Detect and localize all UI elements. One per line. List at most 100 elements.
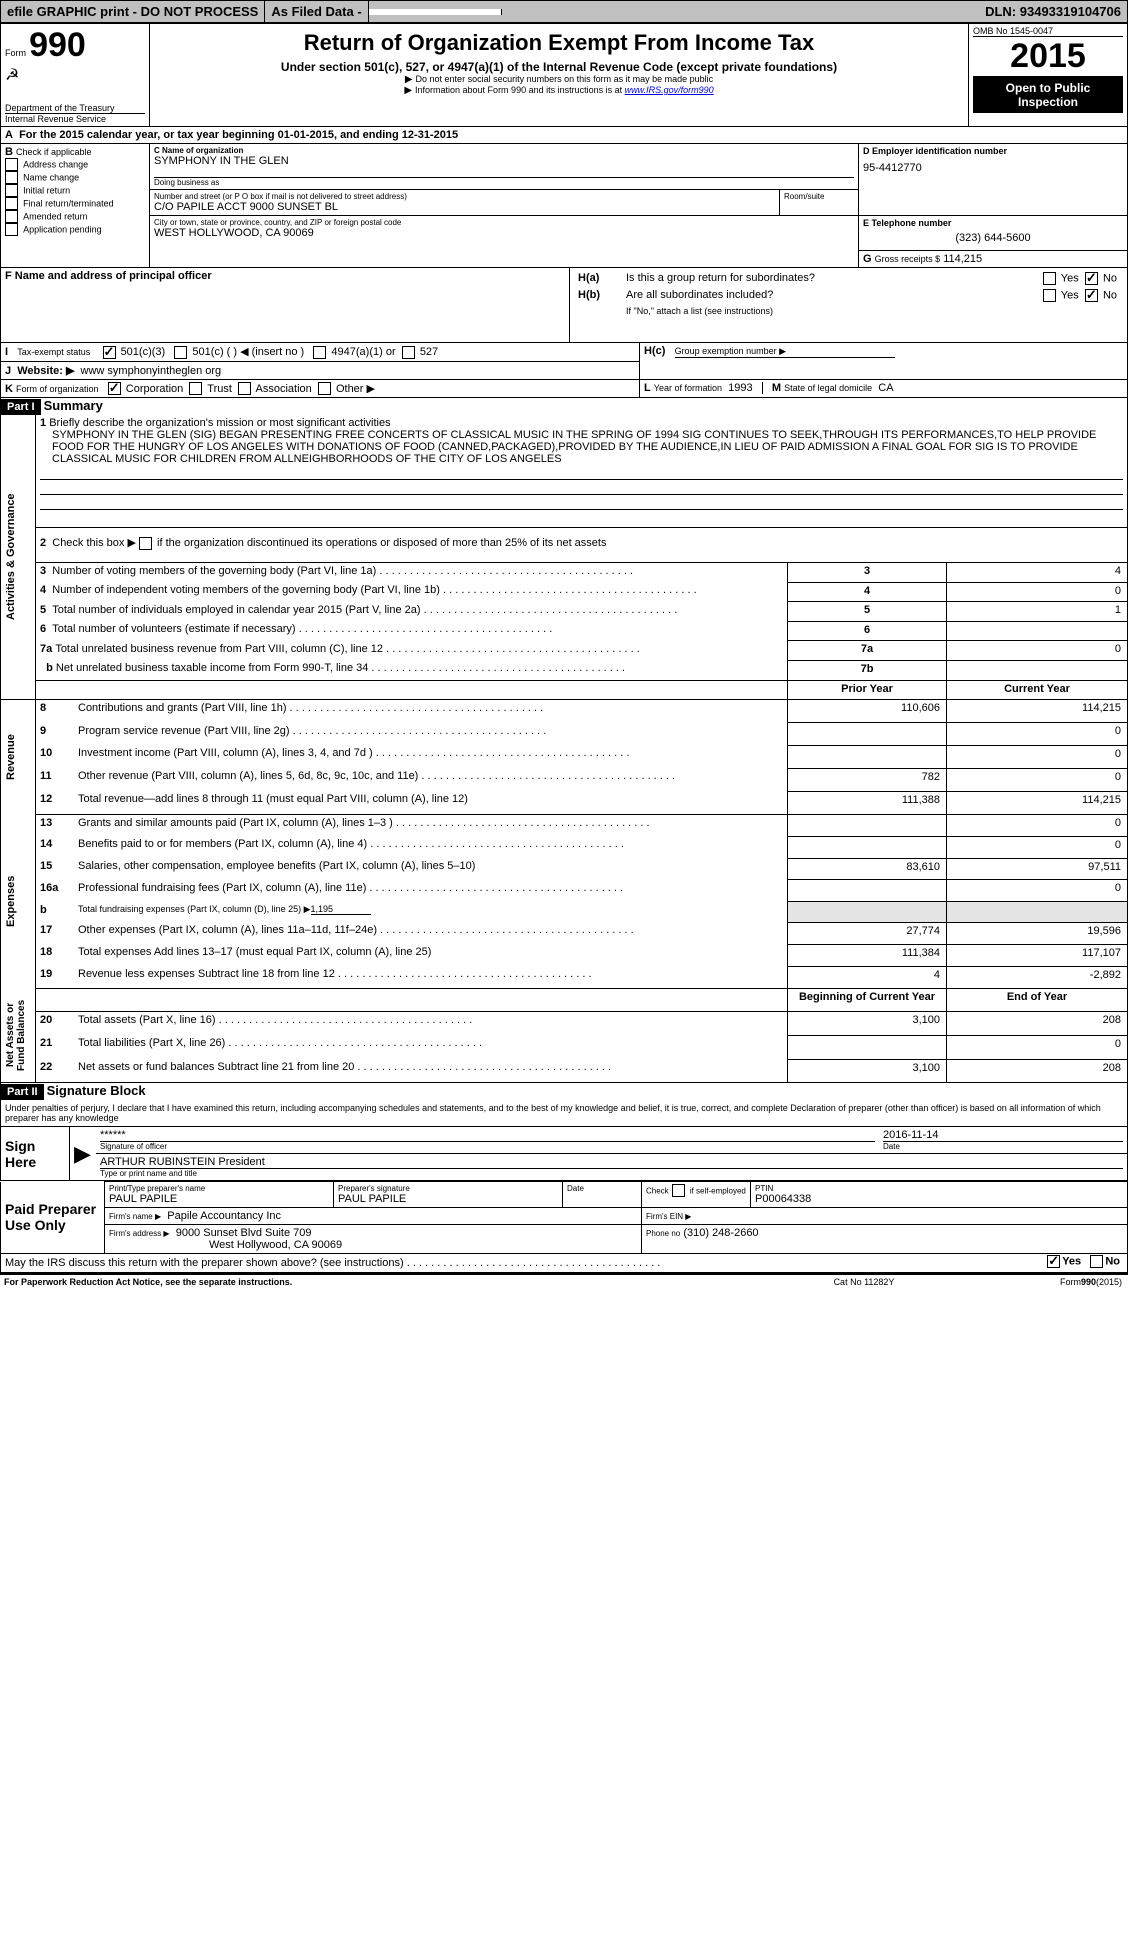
section-b: B Check if applicable Address change Nam… xyxy=(1,144,150,268)
ha-no-chk[interactable] xyxy=(1085,272,1098,285)
row-3: 3 Number of voting members of the govern… xyxy=(1,563,1128,583)
row-a: A For the 2015 calendar year, or tax yea… xyxy=(0,127,1128,144)
subtitle: Under section 501(c), 527, or 4947(a)(1)… xyxy=(154,60,964,74)
gross-receipts: 114,215 xyxy=(943,253,982,265)
chk-501c3[interactable] xyxy=(103,346,116,359)
header-line1: Do not enter social security numbers on … xyxy=(154,74,964,85)
org-name: SYMPHONY IN THE GLEN xyxy=(154,155,854,167)
room-label: Room/suite xyxy=(784,192,854,201)
discuss-row: May the IRS discuss this return with the… xyxy=(0,1254,1128,1273)
header-line2: Information about Form 990 and its instr… xyxy=(154,85,964,96)
irs-link[interactable]: www.IRS.gov/form990 xyxy=(625,85,714,95)
chk-name-change[interactable] xyxy=(5,171,18,184)
row-5: 5 Total number of individuals employed i… xyxy=(1,602,1128,622)
hb-note: If "No," attach a list (see instructions… xyxy=(622,304,1123,318)
chk-527[interactable] xyxy=(402,346,415,359)
firm-addr2: West Hollywood, CA 90069 xyxy=(109,1239,342,1251)
chk-other[interactable] xyxy=(318,382,331,395)
part2-header: Part II Signature Block xyxy=(0,1083,1128,1100)
row-6: 6 Total number of volunteers (estimate i… xyxy=(1,621,1128,641)
side-ag: Activities & Governance xyxy=(5,417,17,697)
mission: SYMPHONY IN THE GLEN (SIG) BEGAN PRESENT… xyxy=(40,429,1123,465)
footer-left: For Paperwork Reduction Act Notice, see … xyxy=(0,1274,770,1289)
row-7a: 7a Total unrelated business revenue from… xyxy=(1,641,1128,661)
f-label: F Name and address of principal officer xyxy=(5,270,212,282)
row-7b: b Net unrelated business taxable income … xyxy=(1,660,1128,680)
side-expenses: Expenses xyxy=(5,816,17,986)
hb-yes-chk[interactable] xyxy=(1043,289,1056,302)
dln: DLN: 93493319104706 xyxy=(979,1,1127,22)
omb: OMB No 1545-0047 xyxy=(973,26,1123,37)
city-label: City or town, state or province, country… xyxy=(154,218,854,227)
preparer-sig: PAUL PAPILE xyxy=(338,1193,558,1205)
phone: (323) 644-5600 xyxy=(863,228,1123,248)
chk-trust[interactable] xyxy=(189,382,202,395)
discuss-yesno: Yes No xyxy=(1047,1255,1120,1268)
declaration: Under penalties of perjury, I declare th… xyxy=(0,1100,1128,1127)
sig-arrow-icon: ▶ xyxy=(70,1127,97,1181)
paid-preparer: Paid Preparer Use Only xyxy=(1,1182,105,1254)
part1-table: Activities & Governance 1 Briefly descri… xyxy=(0,415,1128,1083)
officer-name: ARTHUR RUBINSTEIN President xyxy=(100,1156,1123,1169)
row-4: 4 Number of independent voting members o… xyxy=(1,582,1128,602)
ha-text: Is this a group return for subordinates? xyxy=(622,270,993,287)
chk-assoc[interactable] xyxy=(238,382,251,395)
efile-notice: efile GRAPHIC print - DO NOT PROCESS xyxy=(1,1,265,22)
c-name-label: C Name of organization xyxy=(154,146,854,155)
sig-date: 2016-11-14 xyxy=(883,1129,1123,1141)
bcd-block: B Check if applicable Address change Nam… xyxy=(0,144,1128,268)
footer: For Paperwork Reduction Act Notice, see … xyxy=(0,1273,1128,1289)
street: C/O PAPILE ACCT 9000 SUNSET BL xyxy=(154,201,775,213)
firm-phone: (310) 248-2660 xyxy=(683,1227,758,1239)
dept: Department of the Treasury xyxy=(5,103,145,113)
ein: 95-4412770 xyxy=(863,156,1123,186)
hb-label: H(b) xyxy=(574,287,622,304)
footer-right: Form990(2015) xyxy=(958,1274,1128,1289)
chk-501c[interactable] xyxy=(174,346,187,359)
hb-text: Are all subordinates included? xyxy=(622,287,993,304)
chk-final-return[interactable] xyxy=(5,197,18,210)
hb-no-chk[interactable] xyxy=(1085,289,1098,302)
website: www symphonyintheglen org xyxy=(81,365,222,377)
state-domicile: CA xyxy=(878,382,893,394)
ha-yes-chk[interactable] xyxy=(1043,272,1056,285)
chk-initial-return[interactable] xyxy=(5,184,18,197)
d-label: D Employer identification number xyxy=(863,146,1123,156)
eagle-icon: ☭ xyxy=(5,67,19,84)
form-number: 990 xyxy=(29,26,86,64)
chk-amended[interactable] xyxy=(5,210,18,223)
asfiled-label: As Filed Data - xyxy=(265,1,368,22)
tax-year: 2015 xyxy=(973,37,1123,77)
chk-4947[interactable] xyxy=(313,346,326,359)
top-bar: efile GRAPHIC print - DO NOT PROCESS As … xyxy=(0,0,1128,23)
fh-block: F Name and address of principal officer … xyxy=(0,268,1128,343)
side-netassets: Net Assets or Fund Balances xyxy=(5,990,27,1080)
header-table: Form 990 ☭ Department of the Treasury In… xyxy=(0,23,1128,127)
asfiled-blank xyxy=(369,9,502,15)
chk-corp[interactable] xyxy=(108,382,121,395)
ha-label: H(a) xyxy=(574,270,622,287)
open-inspection: Open to Public Inspection xyxy=(973,77,1123,113)
chk-self-employed[interactable] xyxy=(672,1184,685,1197)
chk-discontinued[interactable] xyxy=(139,537,152,550)
chk-address-change[interactable] xyxy=(5,158,18,171)
ij-block: I Tax-exempt status 501(c)(3) 501(c) ( )… xyxy=(0,343,1128,398)
sign-here: Sign Here xyxy=(1,1127,70,1181)
ptin: P00064338 xyxy=(755,1193,1123,1205)
side-revenue: Revenue xyxy=(5,702,17,812)
street-label: Number and street (or P O box if mail is… xyxy=(154,192,775,201)
form-label: Form xyxy=(5,48,26,58)
firm-name: Papile Accountancy Inc xyxy=(167,1210,281,1222)
discuss-no-chk[interactable] xyxy=(1090,1255,1103,1268)
g-label: G xyxy=(863,253,872,265)
chk-application-pending[interactable] xyxy=(5,223,18,236)
form-title: Return of Organization Exempt From Incom… xyxy=(154,30,964,56)
e-label: E Telephone number xyxy=(863,218,1123,228)
sig-mask: ****** xyxy=(100,1129,875,1141)
firm-addr1: 9000 Sunset Blvd Suite 709 xyxy=(176,1227,312,1239)
city: WEST HOLLYWOOD, CA 90069 xyxy=(154,227,854,239)
discuss-yes-chk[interactable] xyxy=(1047,1255,1060,1268)
preparer-table: Paid Preparer Use Only Print/Type prepar… xyxy=(0,1181,1128,1254)
irs: Internal Revenue Service xyxy=(5,113,145,124)
dba-label: Doing business as xyxy=(154,178,854,187)
